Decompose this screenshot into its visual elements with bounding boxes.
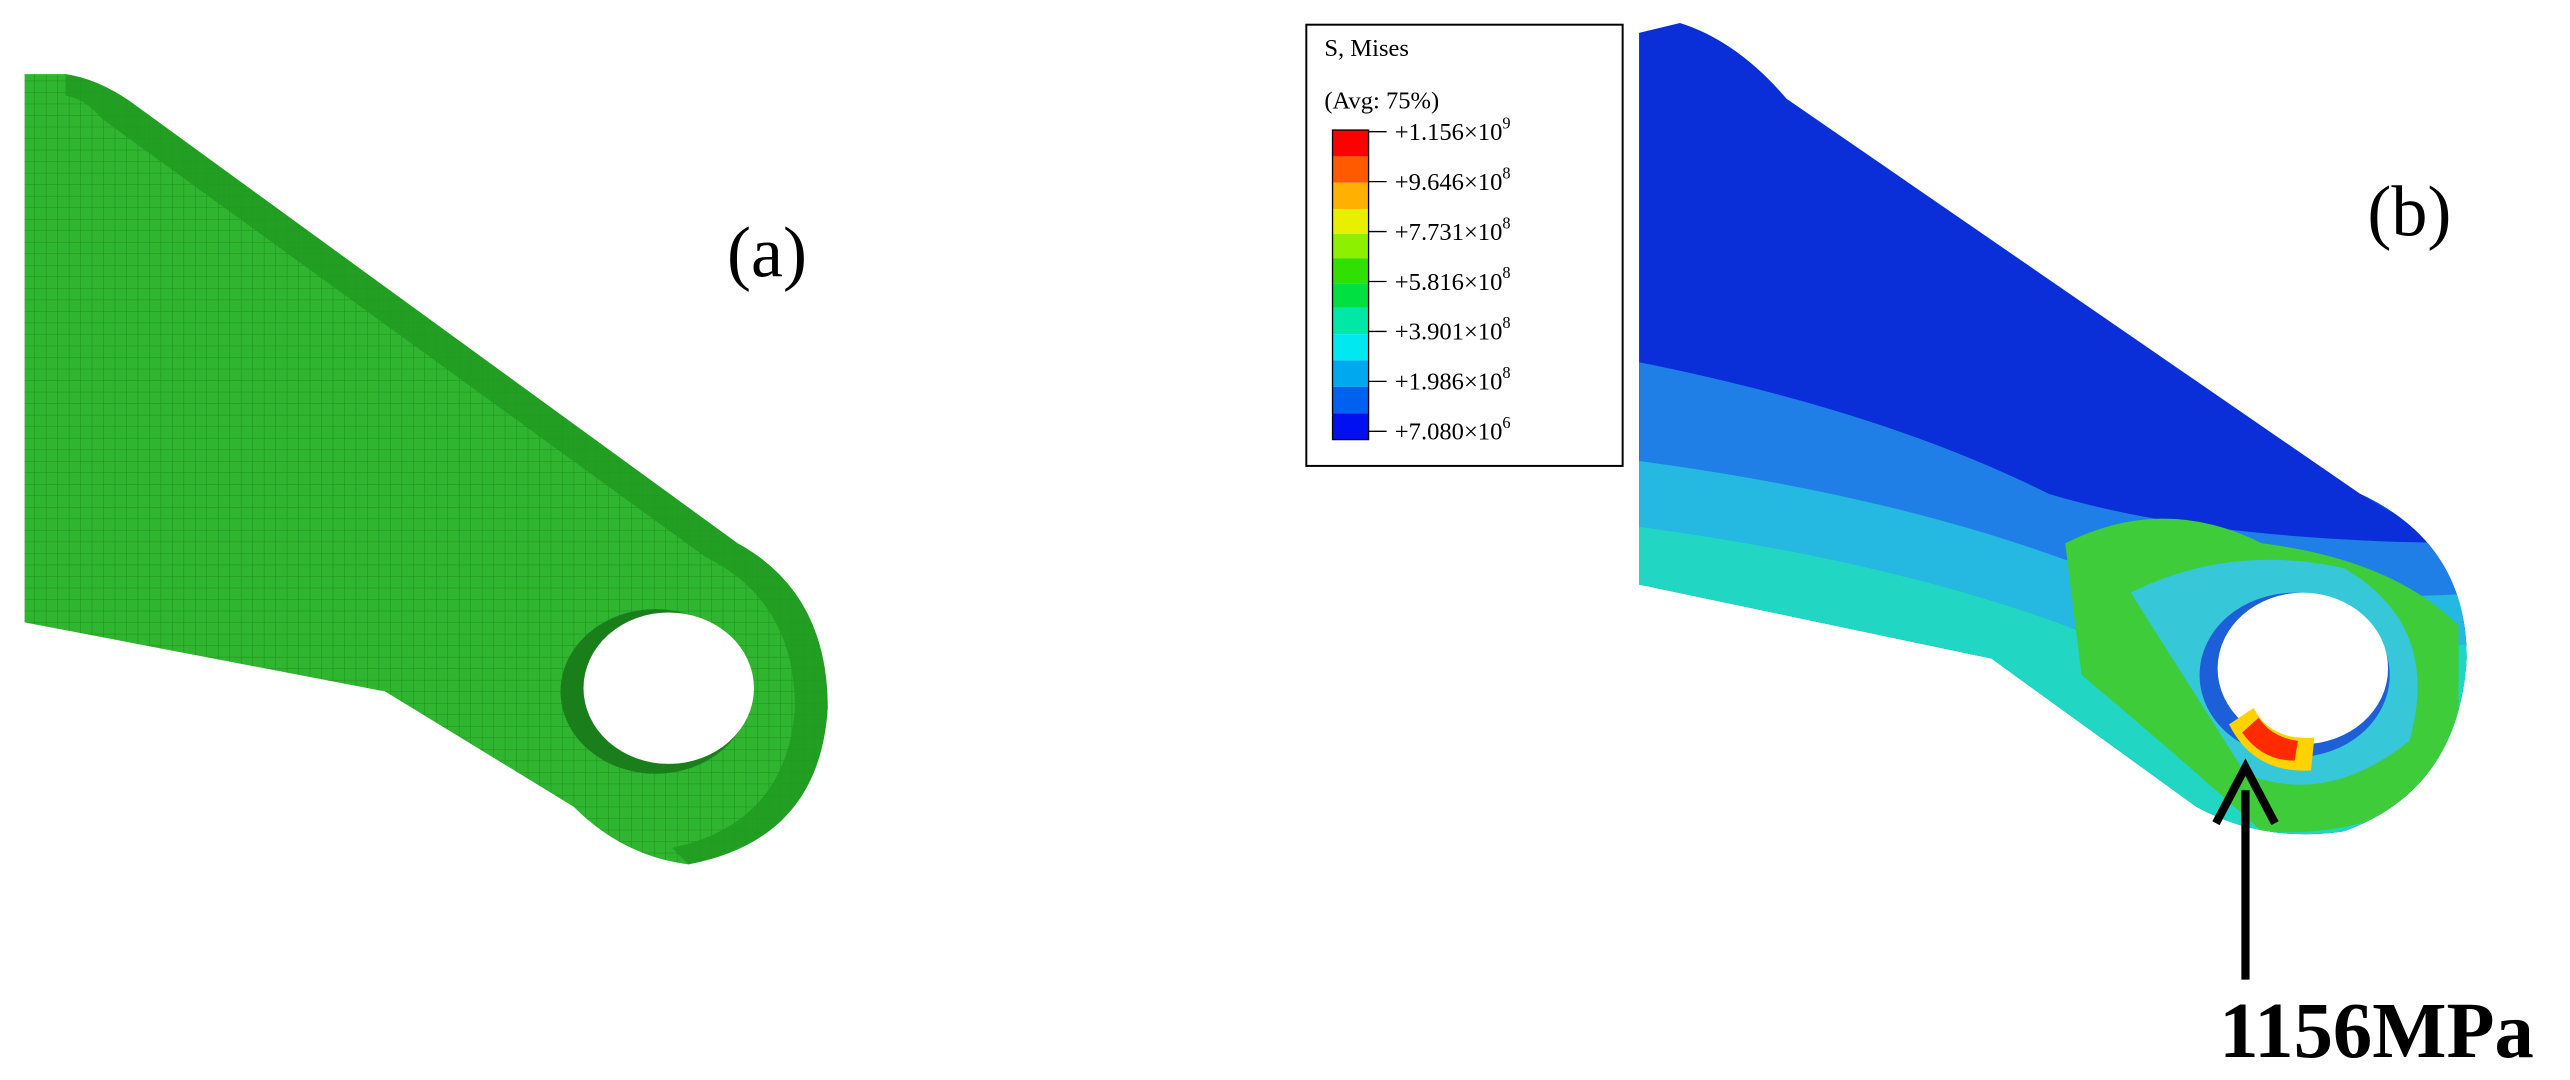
legend-label: +5.816×108 — [1395, 263, 1511, 296]
legend-label: +9.646×108 — [1395, 163, 1511, 196]
legend-label-text: +1.156×10 — [1395, 119, 1503, 146]
legend-label-text: +1.986×10 — [1395, 369, 1503, 396]
legend-label: +1.986×108 — [1395, 363, 1511, 396]
legend-label: +7.080×106 — [1395, 413, 1511, 446]
panel-label: (b) — [2367, 171, 2451, 251]
legend-label: +3.901×108 — [1395, 313, 1511, 346]
legend-label-exponent: 6 — [1502, 413, 1510, 432]
legend-title: S, Mises — [1324, 35, 1409, 62]
legend-label-exponent: 8 — [1502, 363, 1510, 382]
legend-label-exponent: 9 — [1502, 113, 1510, 132]
stress-part — [1639, 23, 2467, 835]
colorbar — [1331, 129, 1370, 441]
legend-label-exponent: 8 — [1502, 263, 1510, 282]
legend-label: +7.731×108 — [1395, 213, 1511, 246]
legend-label-exponent: 8 — [1502, 313, 1510, 332]
arrow — [2212, 758, 2279, 980]
legend-label: +1.156×109 — [1395, 113, 1511, 146]
panel-label: (a) — [727, 212, 807, 292]
legend-subtitle: (Avg: 75%) — [1324, 88, 1439, 115]
legend-label-text: +3.901×10 — [1395, 319, 1503, 346]
legend-label-exponent: 8 — [1502, 213, 1510, 232]
legend-label-text: +9.646×10 — [1395, 169, 1503, 196]
legend-label-text: +7.731×10 — [1395, 219, 1503, 246]
annotation: 1156MPa — [2219, 988, 2534, 1075]
mesh-part — [24, 74, 828, 865]
legend: S, Mises (Avg: 75%) +1.156×109+9.646×108… — [1305, 23, 1624, 467]
legend-label-text: +5.816×10 — [1395, 269, 1503, 296]
legend-label-exponent: 8 — [1502, 163, 1510, 182]
legend-label-text: +7.080×10 — [1395, 419, 1503, 446]
